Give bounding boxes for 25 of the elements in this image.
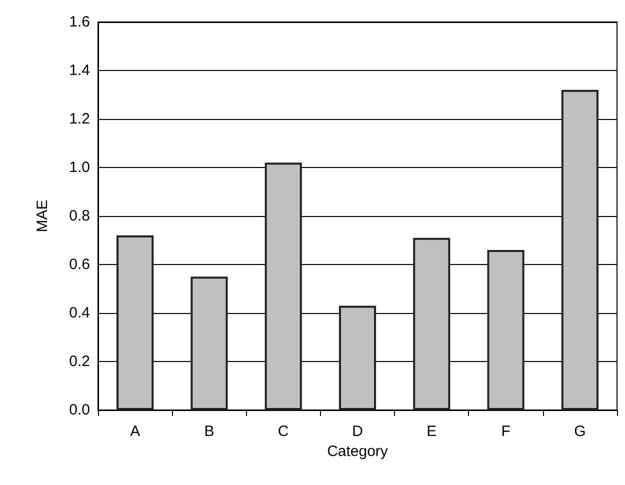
x-tick-label: E: [426, 423, 437, 440]
x-tick-label: D: [352, 423, 364, 440]
x-tick-label: A: [130, 423, 140, 440]
y-tick-label: 1.4: [69, 62, 90, 79]
bar: [116, 235, 154, 410]
x-axis-title: Category: [327, 442, 388, 460]
bar: [264, 162, 302, 410]
bar: [338, 306, 376, 410]
x-tick-label: F: [501, 423, 510, 440]
y-tick-label: 0.6: [69, 256, 90, 273]
bar: [190, 276, 228, 410]
x-tick-label: G: [574, 423, 586, 440]
y-tick-label: 0.8: [69, 208, 90, 224]
bar: [561, 90, 598, 410]
bar: [413, 238, 450, 410]
y-tick-label: 1.6: [69, 14, 90, 30]
y-tick-label: 0.4: [69, 304, 90, 322]
y-axis-title: MAE: [34, 200, 51, 232]
x-tick-label: C: [278, 423, 289, 440]
bar: [487, 250, 524, 410]
y-tick-label: 0.2: [69, 353, 90, 370]
x-tick-label: B: [204, 423, 214, 440]
y-tick-label: 1.0: [69, 159, 90, 176]
y-tick-label: 1.2: [69, 110, 90, 128]
y-tick-label: 0.0: [69, 402, 90, 418]
